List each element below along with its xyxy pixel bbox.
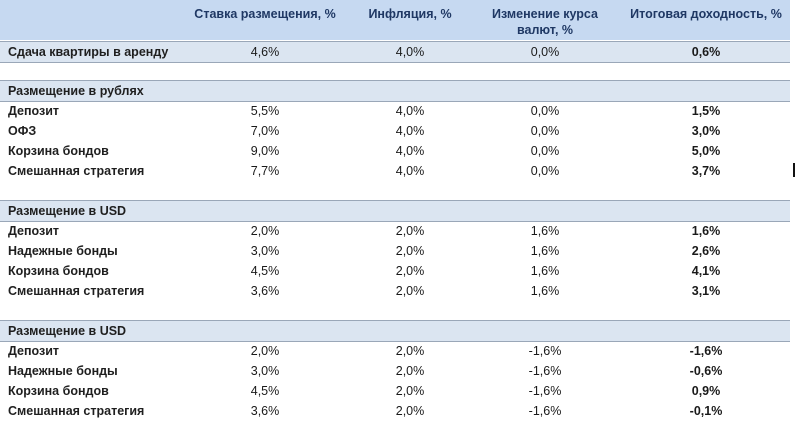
row-label: Смешанная стратегия <box>8 164 145 178</box>
cell-total: 4,1% <box>691 264 721 278</box>
cell-total: 3,1% <box>691 284 721 298</box>
cell-total: 2,6% <box>691 244 721 258</box>
header-fx-line1: Изменение курса <box>492 7 598 21</box>
row-label: Корзина бондов <box>8 144 109 158</box>
cell-fx: 1,6% <box>530 284 560 298</box>
cell-total: -0,1% <box>689 404 723 418</box>
row-label: Сдача квартиры в аренду <box>8 45 169 59</box>
table-row: Смешанная стратегия 3,6% 2,0% -1,6% -0,1… <box>0 401 790 421</box>
table-row: Депозит 2,0% 2,0% 1,6% 1,6% <box>0 221 790 241</box>
cell-fx: 0,0% <box>530 45 560 59</box>
table-header: Ставка размещения, % Инфляция, % Изменен… <box>0 0 790 40</box>
cell-inflation: 2,0% <box>395 384 425 398</box>
row-label: Депозит <box>8 224 60 238</box>
cell-inflation: 2,0% <box>395 364 425 378</box>
cell-inflation: 2,0% <box>395 404 425 418</box>
cell-inflation: 2,0% <box>395 284 425 298</box>
header-fx-change: Изменение курса валют, % <box>470 6 620 38</box>
cell-fx: 1,6% <box>530 244 560 258</box>
cell-inflation: 2,0% <box>395 244 425 258</box>
cell-rate: 4,5% <box>250 264 280 278</box>
cell-rate: 2,0% <box>250 224 280 238</box>
text-cursor <box>793 163 795 177</box>
cell-rate: 3,0% <box>250 364 280 378</box>
row-label: Депозит <box>8 344 60 358</box>
cell-fx: 0,0% <box>530 124 560 138</box>
cell-inflation: 4,0% <box>395 104 425 118</box>
cell-inflation: 2,0% <box>395 344 425 358</box>
cell-fx: 1,6% <box>530 264 560 278</box>
cell-rate: 5,5% <box>250 104 280 118</box>
cell-fx: 0,0% <box>530 164 560 178</box>
row-label: Корзина бондов <box>8 384 109 398</box>
cell-rate: 4,5% <box>250 384 280 398</box>
row-label: Корзина бондов <box>8 264 109 278</box>
cell-fx: 0,0% <box>530 144 560 158</box>
row-label: Надежные бонды <box>8 364 118 378</box>
row-label: Смешанная стратегия <box>8 404 145 418</box>
cell-fx: -1,6% <box>528 384 562 398</box>
cell-rate: 7,0% <box>250 124 280 138</box>
cell-fx: -1,6% <box>528 404 562 418</box>
table-row: ОФЗ 7,0% 4,0% 0,0% 3,0% <box>0 121 790 141</box>
cell-rate: 3,0% <box>250 244 280 258</box>
cell-fx: -1,6% <box>528 364 562 378</box>
row-label: Депозит <box>8 104 60 118</box>
cell-rate: 7,7% <box>250 164 280 178</box>
section-header-rub: Размещение в рублях <box>0 80 790 102</box>
cell-total: 1,6% <box>691 224 721 238</box>
cell-total: 0,6% <box>691 45 721 59</box>
header-total-return: Итоговая доходность, % <box>630 7 782 21</box>
header-inflation: Инфляция, % <box>368 7 452 21</box>
cell-rate: 2,0% <box>250 344 280 358</box>
cell-fx: 1,6% <box>530 224 560 238</box>
table-row-rental: Сдача квартиры в аренду 4,6% 4,0% 0,0% 0… <box>0 41 790 63</box>
cell-total: -0,6% <box>689 364 723 378</box>
cell-inflation: 4,0% <box>395 124 425 138</box>
cell-inflation: 2,0% <box>395 264 425 278</box>
table-row: Смешанная стратегия 3,6% 2,0% 1,6% 3,1% <box>0 281 790 301</box>
table-row: Надежные бонды 3,0% 2,0% 1,6% 2,6% <box>0 241 790 261</box>
cell-inflation: 4,0% <box>395 45 425 59</box>
section-header-usd-2: Размещение в USD <box>0 320 790 342</box>
cell-fx: 0,0% <box>530 104 560 118</box>
cell-rate: 3,6% <box>250 404 280 418</box>
row-label: Надежные бонды <box>8 244 118 258</box>
table-row: Депозит 2,0% 2,0% -1,6% -1,6% <box>0 341 790 361</box>
cell-total: 3,0% <box>691 124 721 138</box>
table-row: Депозит 5,5% 4,0% 0,0% 1,5% <box>0 101 790 121</box>
cell-rate: 9,0% <box>250 144 280 158</box>
cell-inflation: 4,0% <box>395 144 425 158</box>
table-row: Смешанная стратегия 7,7% 4,0% 0,0% 3,7% <box>0 161 790 181</box>
row-label: Смешанная стратегия <box>8 284 145 298</box>
cell-rate: 4,6% <box>250 45 280 59</box>
table-row: Корзина бондов 9,0% 4,0% 0,0% 5,0% <box>0 141 790 161</box>
cell-inflation: 4,0% <box>395 164 425 178</box>
header-fx-line2: валют, % <box>516 23 574 37</box>
row-label: ОФЗ <box>8 124 37 138</box>
cell-inflation: 2,0% <box>395 224 425 238</box>
cell-total: -1,6% <box>689 344 723 358</box>
section-header-usd: Размещение в USD <box>0 200 790 222</box>
table-row: Корзина бондов 4,5% 2,0% 1,6% 4,1% <box>0 261 790 281</box>
header-rate: Ставка размещения, % <box>194 7 336 21</box>
section-title: Размещение в рублях <box>8 84 144 98</box>
cell-total: 5,0% <box>691 144 721 158</box>
section-title: Размещение в USD <box>8 204 127 218</box>
cell-total: 0,9% <box>691 384 721 398</box>
section-title: Размещение в USD <box>8 324 127 338</box>
cell-fx: -1,6% <box>528 344 562 358</box>
table-row: Корзина бондов 4,5% 2,0% -1,6% 0,9% <box>0 381 790 401</box>
cell-total: 1,5% <box>691 104 721 118</box>
table-row: Надежные бонды 3,0% 2,0% -1,6% -0,6% <box>0 361 790 381</box>
cell-total: 3,7% <box>691 164 721 178</box>
cell-rate: 3,6% <box>250 284 280 298</box>
